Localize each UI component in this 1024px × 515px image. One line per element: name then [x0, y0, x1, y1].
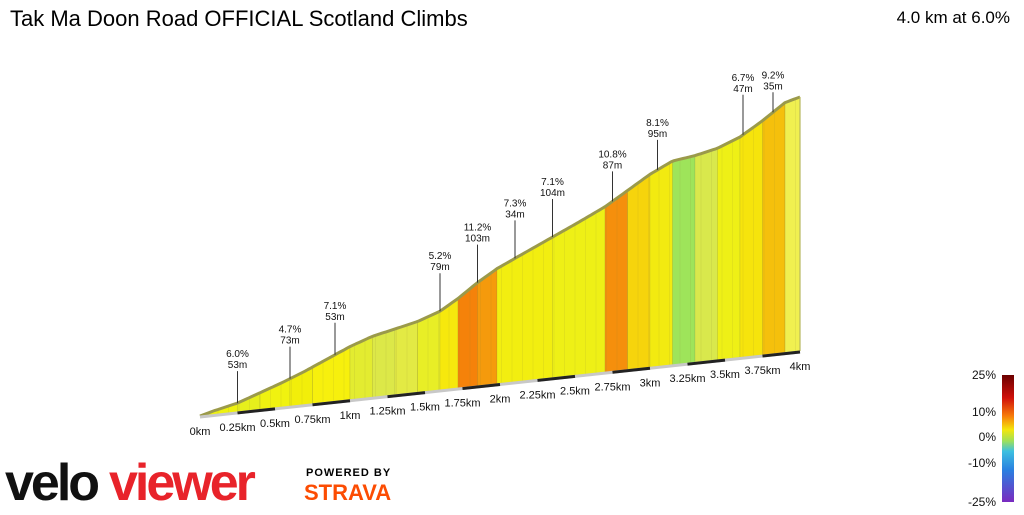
distance-tick-label: 1.5km — [410, 402, 440, 414]
distance-axis-labels: 0km 0.25km 0.5km 0.75km 1km 1.25km 1.5km 1.75km… — [190, 361, 811, 438]
gradient-segment — [762, 101, 786, 356]
logo-velo-text: velo — [5, 454, 98, 510]
distance-baseline — [199, 350, 801, 419]
strava-logo: STRAVA — [304, 480, 392, 505]
baseline-dash — [387, 391, 426, 399]
distance-tick-label: 1.25km — [369, 406, 405, 418]
callout-grade: 7.1% — [324, 301, 347, 312]
callout-distance: 103m — [465, 234, 490, 245]
callout-grade: 7.1% — [541, 177, 564, 188]
gradient-callout: 4.7%73m — [279, 325, 302, 379]
callout-distance: 73m — [280, 336, 299, 347]
gradient-callout: 7.3%34m — [504, 198, 527, 259]
baseline-dash — [612, 366, 651, 374]
gradient-callout: 6.7%47m — [732, 73, 755, 135]
gradient-scale-labels: 25% 10% 0% -10% -25% — [968, 368, 996, 509]
distance-tick-label: 2.75km — [594, 381, 630, 393]
callout-grade: 4.7% — [279, 325, 302, 336]
baseline-dash — [537, 374, 576, 382]
gradient-callout: 10.8%87m — [598, 149, 627, 202]
distance-tick-label: 0.25km — [219, 422, 255, 434]
gradient-segment — [739, 120, 763, 358]
gradient-segment — [649, 160, 673, 368]
distance-tick-label: 3.75km — [744, 365, 780, 377]
gradient-segment — [372, 328, 396, 398]
callout-grade: 7.3% — [504, 198, 527, 209]
gradient-segments — [199, 96, 801, 417]
page-title: Tak Ma Doon Road OFFICIAL Scotland Climb… — [10, 6, 468, 31]
gradient-callout: 6.0%53m — [226, 349, 249, 404]
gradient-scale-label: -25% — [968, 495, 996, 509]
gradient-segment — [672, 155, 696, 366]
callout-grade: 10.8% — [598, 149, 626, 160]
callout-grade: 11.2% — [464, 223, 492, 234]
gradient-segment — [627, 173, 651, 371]
callout-grade: 9.2% — [762, 70, 785, 81]
callout-distance: 34m — [505, 209, 524, 220]
gradient-callout: 11.2%103m — [464, 223, 492, 283]
callout-grade: 8.1% — [646, 118, 669, 129]
callout-grade: 6.7% — [732, 73, 755, 84]
distance-tick-label: 0.5km — [260, 418, 290, 430]
distance-tick-label: 2.25km — [519, 389, 555, 401]
profile-ridge — [199, 95, 801, 418]
veloviewer-logo: velo viewer — [5, 452, 295, 512]
gradient-segment — [417, 310, 441, 393]
distance-tick-label: 4km — [790, 361, 811, 373]
baseline-dash — [462, 383, 501, 391]
gradient-segment — [784, 96, 801, 353]
baseline-dash — [762, 350, 801, 358]
gradient-callout: 9.2%35m — [762, 70, 785, 113]
gradient-segment — [717, 136, 741, 361]
gradient-segment — [694, 147, 718, 363]
distance-tick-label: 0km — [190, 426, 211, 438]
logo-viewer-text: viewer — [109, 454, 256, 510]
gradient-segment — [496, 236, 553, 385]
gradient-scale-label: 25% — [972, 368, 996, 382]
distance-tick-label: 1.75km — [444, 398, 480, 410]
callout-distance: 47m — [733, 84, 752, 95]
callout-distance: 53m — [228, 360, 247, 371]
distance-tick-label: 0.75km — [294, 414, 330, 426]
distance-tick-label: 2km — [490, 394, 511, 406]
gradient-callout: 8.1%95m — [646, 118, 669, 170]
callout-grade: 6.0% — [226, 349, 249, 360]
callout-grade: 5.2% — [429, 251, 452, 262]
climb-summary: 4.0 km at 6.0% — [896, 8, 1010, 27]
gradient-callouts: 6.0%53m4.7%73m7.1%53m5.2%79m11.2%103m7.3… — [226, 70, 785, 404]
gradient-segment — [457, 281, 478, 389]
baseline-dash — [687, 358, 726, 366]
gradient-segment — [604, 189, 628, 373]
distance-tick-label: 3km — [640, 377, 661, 389]
callout-distance: 79m — [430, 262, 449, 273]
profile-top-edge — [199, 95, 801, 418]
gradient-scale-label: -10% — [968, 456, 996, 470]
distance-tick-label: 3.25km — [669, 373, 705, 385]
gradient-color-scale: 25% 10% 0% -10% -25% — [968, 368, 1014, 509]
gradient-callout: 7.1%104m — [540, 177, 565, 238]
distance-tick-label: 1km — [340, 410, 361, 422]
gradient-scale-bar — [1002, 375, 1014, 502]
baseline-dash — [237, 407, 276, 415]
powered-by-label: POWERED BY — [306, 467, 392, 479]
gradient-scale-label: 0% — [979, 430, 997, 444]
gradient-segment — [394, 321, 418, 396]
callout-distance: 95m — [648, 129, 667, 140]
callout-distance: 104m — [540, 188, 565, 199]
distance-tick-label: 2.5km — [560, 385, 590, 397]
gradient-segment — [259, 378, 291, 410]
gradient-scale-label: 10% — [972, 405, 996, 419]
callout-distance: 53m — [325, 312, 344, 323]
callout-distance: 35m — [763, 81, 782, 92]
gradient-callout: 5.2%79m — [429, 251, 452, 312]
baseline-dash — [312, 399, 351, 407]
distance-tick-label: 3.5km — [710, 369, 740, 381]
callout-distance: 87m — [603, 160, 622, 171]
gradient-callout: 7.1%53m — [324, 301, 347, 355]
